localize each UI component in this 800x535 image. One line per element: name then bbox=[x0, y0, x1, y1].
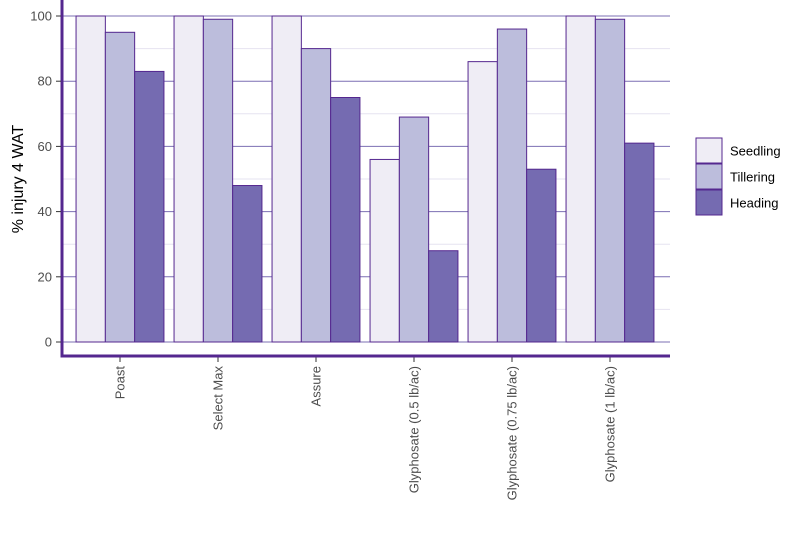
y-tick-label: 60 bbox=[38, 139, 52, 154]
y-tick-label: 0 bbox=[45, 335, 52, 350]
bar-heading-0 bbox=[134, 70, 165, 343]
legend-key-tillering bbox=[695, 163, 723, 190]
x-tick-label: Glyphosate (0.75 lb/ac) bbox=[505, 366, 520, 500]
bar-seedling-3 bbox=[369, 158, 400, 343]
legend-label-tillering: Tillering bbox=[730, 170, 775, 185]
x-tick-label: Select Max bbox=[211, 366, 226, 431]
bar-seedling-4 bbox=[467, 61, 498, 343]
bar-heading-1 bbox=[232, 185, 263, 343]
bar-tillering-1 bbox=[202, 18, 234, 343]
bar-tillering-3 bbox=[398, 116, 430, 343]
bar-heading-3 bbox=[428, 250, 459, 343]
bar-tillering-4 bbox=[496, 28, 528, 343]
bar-heading-5 bbox=[624, 142, 655, 343]
y-tick-label: 20 bbox=[38, 269, 52, 284]
x-tick-label: Poast bbox=[113, 366, 128, 400]
bar-seedling-1 bbox=[173, 15, 204, 343]
bar-seedling-2 bbox=[271, 15, 302, 343]
y-axis-label: % injury 4 WAT bbox=[10, 125, 27, 234]
y-axis-ticks: 0 20 40 60 80 100 bbox=[30, 9, 61, 350]
x-tick-label: Glyphosate (0.5 lb/ac) bbox=[407, 366, 422, 493]
x-tick-label: Assure bbox=[309, 366, 324, 406]
legend-label-seedling: Seedling bbox=[730, 144, 781, 159]
axes bbox=[60, 0, 670, 358]
y-tick-label: 40 bbox=[38, 204, 52, 219]
bar-tillering-5 bbox=[594, 18, 626, 343]
bars bbox=[75, 15, 655, 343]
bar-seedling-0 bbox=[75, 15, 106, 343]
bar-heading-2 bbox=[330, 97, 361, 343]
legend: Seedling Tillering Heading bbox=[695, 137, 781, 216]
x-tick-label: Glyphosate (1 lb/ac) bbox=[603, 366, 618, 482]
y-tick-label: 80 bbox=[38, 74, 52, 89]
legend-key-heading bbox=[695, 189, 723, 216]
bar-seedling-5 bbox=[565, 15, 596, 343]
legend-key-seedling bbox=[695, 137, 723, 164]
x-axis-ticks: Poast Select Max Assure Glyphosate (0.5 lb/… bbox=[113, 357, 618, 500]
y-tick-label: 100 bbox=[30, 9, 52, 24]
legend-label-heading: Heading bbox=[730, 196, 778, 211]
bar-tillering-0 bbox=[104, 31, 136, 343]
bar-heading-4 bbox=[526, 168, 557, 343]
bar-tillering-2 bbox=[300, 48, 332, 343]
